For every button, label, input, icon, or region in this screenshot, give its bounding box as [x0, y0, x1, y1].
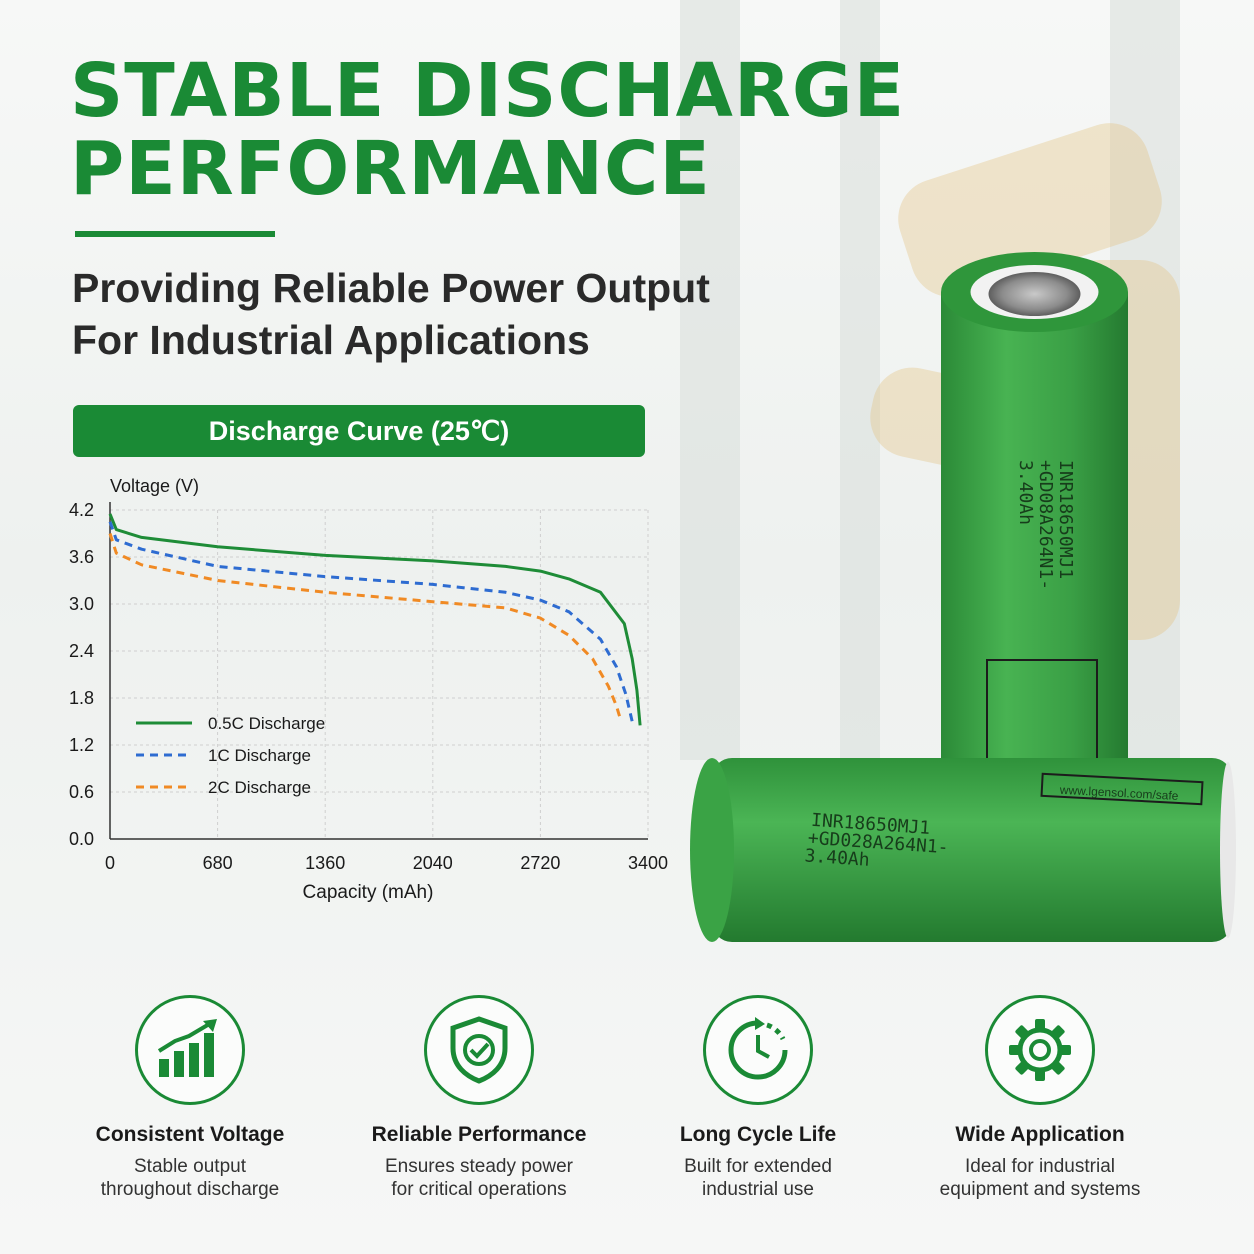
- feature-title: Long Cycle Life: [679, 1123, 837, 1146]
- feature-description: Built for extended industrial use: [684, 1156, 832, 1200]
- page-title: STABLE DISCHARGE PERFORMANCE: [70, 52, 905, 208]
- lying-battery-label-3: 3.40Ah: [804, 845, 870, 870]
- feature-description: Ideal for industrial equipment and system…: [939, 1156, 1141, 1200]
- title-line-2: PERFORMANCE: [70, 126, 711, 212]
- feature-row: Consistent Voltage Stable output througho…: [0, 995, 1254, 1215]
- feature-title: Wide Application: [955, 1123, 1125, 1146]
- shield-check-icon: [424, 995, 534, 1105]
- feature-consistent-voltage: Consistent Voltage Stable output througho…: [50, 995, 330, 1201]
- title-divider: [75, 231, 275, 237]
- feature-description: Stable output throughout discharge: [100, 1156, 280, 1200]
- upright-battery-label-1: INR18650MJ1: [1055, 460, 1076, 579]
- feature-reliable-performance: Reliable Performance Ensures steady powe…: [339, 995, 619, 1201]
- series-line-0: [108, 513, 642, 726]
- chart-axes: [109, 502, 648, 840]
- feature-long-cycle-life: Long Cycle Life Built for extended indust…: [618, 995, 898, 1201]
- y-tick-label: 4.2: [69, 500, 94, 520]
- legend-label: 1C Discharge: [208, 746, 311, 765]
- discharge-chart: 0.0 0.6 1.2 1.8 2.4 3.0 3.6 4.2 0 680 1360 2040 2720…: [69, 476, 668, 903]
- y-tick-label: 0.0: [69, 829, 94, 849]
- y-tick-label: 2.4: [69, 641, 94, 661]
- y-tick-label: 1.2: [69, 735, 94, 755]
- upright-battery: INR18650MJ1 +GD08A264N1- 3.40Ah: [941, 252, 1128, 792]
- series-line-1: [108, 521, 634, 722]
- feature-description: Ensures steady power for critical operati…: [385, 1156, 573, 1200]
- chart-title-banner: Discharge Curve (25℃): [73, 405, 645, 457]
- x-axis-label: Capacity (mAh): [303, 882, 434, 903]
- subtitle: Providing Reliable Power Output For Indu…: [72, 262, 710, 366]
- subtitle-line-1: Providing Reliable Power Output: [72, 265, 710, 311]
- chart-legend: 0.5C Discharge 1C Discharge 2C Discharge: [136, 714, 325, 797]
- chart-tick-labels: 0.0 0.6 1.2 1.8 2.4 3.0 3.6 4.2 0 680 1360 2040 2720…: [69, 500, 668, 873]
- chart-series-lines: [108, 513, 642, 726]
- x-tick-label: 0: [105, 853, 115, 873]
- y-axis-label: Voltage (V): [110, 476, 199, 496]
- y-tick-label: 3.6: [69, 547, 94, 567]
- y-tick-label: 3.0: [69, 594, 94, 614]
- gear-icon: [985, 995, 1095, 1105]
- legend-label: 2C Discharge: [208, 778, 311, 797]
- x-tick-label: 2720: [520, 853, 560, 873]
- title-line-1: STABLE DISCHARGE: [70, 48, 906, 134]
- lying-battery: www.lgensol.com/safe INR18650MJ1 +GD028A…: [690, 758, 1236, 942]
- legend-label: 0.5C Discharge: [208, 714, 325, 733]
- x-tick-label: 680: [203, 853, 233, 873]
- x-tick-label: 3400: [628, 853, 668, 873]
- feature-wide-application: Wide Application Ideal for industrial equ…: [900, 995, 1180, 1201]
- feature-title: Reliable Performance: [371, 1123, 587, 1146]
- upright-battery-label-3: 3.40Ah: [1015, 460, 1036, 525]
- upright-battery-label-2: +GD08A264N1-: [1035, 460, 1056, 590]
- feature-title: Consistent Voltage: [95, 1123, 285, 1146]
- series-line-2: [108, 533, 623, 722]
- bar-chart-growth-icon: [135, 995, 245, 1105]
- y-tick-label: 0.6: [69, 782, 94, 802]
- subtitle-line-2: For Industrial Applications: [72, 317, 590, 363]
- x-tick-label: 2040: [413, 853, 453, 873]
- y-tick-label: 1.8: [69, 688, 94, 708]
- cycle-clock-icon: [703, 995, 813, 1105]
- x-tick-label: 1360: [305, 853, 345, 873]
- battery-website-label: www.lgensol.com/safe: [1059, 783, 1180, 803]
